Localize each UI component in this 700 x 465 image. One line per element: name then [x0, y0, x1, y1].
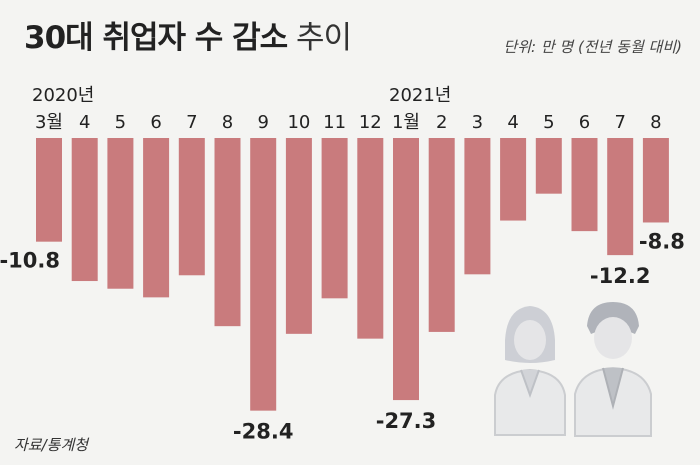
bar-15 [571, 138, 598, 232]
x-tick-label: 4 [507, 112, 518, 133]
bar-17 [642, 138, 669, 223]
bar-2 [107, 138, 134, 289]
bar-7 [285, 138, 312, 334]
bar-13 [500, 138, 527, 221]
source-note: 자료/통계청 [14, 436, 89, 454]
bar-0 [36, 138, 62, 242]
bar-5 [214, 138, 241, 327]
data-label: -8.8 [639, 229, 685, 253]
bar-1 [71, 138, 98, 282]
bar-3 [143, 138, 170, 298]
x-tick-label: 5 [543, 112, 554, 133]
x-tick-label: 8 [650, 112, 661, 133]
x-tick-label: 9 [257, 112, 268, 133]
man-figure [574, 302, 652, 437]
x-tick-label: 7 [186, 112, 197, 133]
x-tick-label: 11 [323, 112, 346, 133]
unit-note: 단위: 만 명 (전년 동월 대비) [503, 38, 682, 56]
bar-10 [393, 138, 419, 401]
year-label: 2021년 [389, 85, 451, 106]
x-tick-label: 4 [79, 112, 90, 133]
bar-12 [464, 138, 491, 275]
year-label: 2020년 [32, 85, 94, 106]
data-label: -10.8 [0, 249, 60, 273]
bar-11 [428, 138, 455, 332]
bar-8 [321, 138, 348, 299]
x-tick-label: 7 [614, 112, 625, 133]
data-label: -27.3 [376, 409, 437, 433]
woman-figure [494, 306, 566, 436]
bar-9 [357, 138, 384, 339]
data-label: -28.4 [233, 420, 294, 444]
people-illustration [494, 302, 652, 437]
x-tick-label: 8 [222, 112, 233, 133]
data-label: -12.2 [590, 264, 651, 288]
x-tick-label: 3 [472, 112, 483, 133]
bar-4 [178, 138, 205, 276]
x-tick-label: 10 [287, 112, 310, 133]
x-tick-label: 3월 [35, 112, 63, 133]
title-sub: 추이 [296, 20, 352, 56]
x-tick-label: 12 [359, 112, 382, 133]
x-tick-label: 6 [150, 112, 161, 133]
title-main: 30대 취업자 수 감소 [24, 20, 288, 56]
bar-14 [535, 138, 562, 194]
x-tick-label: 6 [579, 112, 590, 133]
x-tick-label: 5 [115, 112, 126, 133]
x-tick-label: 1월 [392, 112, 420, 133]
x-tick-label: 2 [436, 112, 447, 133]
bar-16 [607, 138, 634, 256]
chart-title: 30대 취업자 수 감소 추이 [24, 12, 352, 57]
bar-6 [250, 138, 277, 411]
